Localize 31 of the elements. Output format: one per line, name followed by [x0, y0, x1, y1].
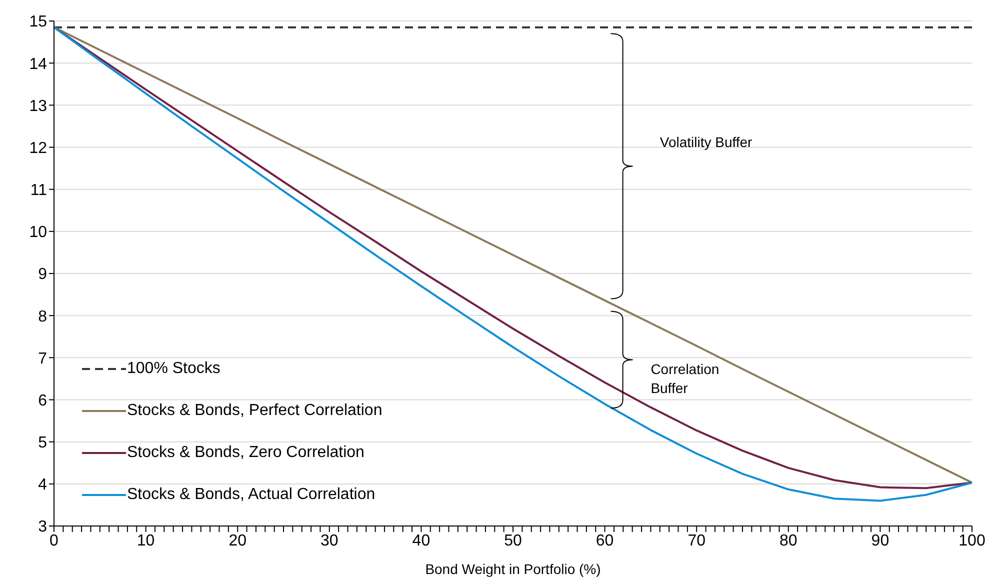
annotation: Correlation Buffer — [650, 360, 720, 398]
y-tick-label: 4 — [38, 476, 48, 494]
x-tick-label: 80 — [780, 532, 798, 550]
x-tick-label: 50 — [504, 532, 522, 550]
y-tick-label: 10 — [29, 224, 48, 242]
y-tick-label: 15 — [29, 14, 48, 31]
y-tick-label: 5 — [38, 434, 48, 452]
y-tick-label: 14 — [29, 56, 48, 73]
x-tick-label: 60 — [596, 532, 614, 550]
x-axis-title: Bond Weight in Portfolio (%) — [425, 561, 601, 577]
y-tick-label: 7 — [38, 350, 48, 368]
legend-label: 100% Stocks — [127, 360, 220, 378]
y-tick-label: 3 — [38, 518, 48, 536]
x-tick-label: 20 — [228, 532, 247, 550]
y-tick-label: 6 — [38, 392, 48, 410]
y-tick-label: 13 — [29, 98, 48, 115]
legend-label: Stocks & Bonds, Perfect Correlation — [127, 402, 382, 420]
y-tick-label: 11 — [30, 182, 48, 200]
legend-label: Stocks & Bonds, Zero Correlation — [127, 444, 364, 462]
x-tick-label: 40 — [412, 532, 430, 550]
x-tick-label: 0 — [50, 532, 59, 550]
legend-label: Stocks & Bonds, Actual Correlation — [127, 486, 376, 504]
x-tick-label: 70 — [688, 532, 706, 550]
y-tick-label: 9 — [38, 266, 48, 284]
y-tick-label: 12 — [29, 140, 48, 157]
y-tick-label: 8 — [38, 308, 48, 326]
annotation: Volatility Buffer — [660, 133, 754, 152]
x-tick-label: 90 — [871, 532, 890, 550]
x-tick-label: 10 — [136, 532, 155, 550]
x-tick-label: 30 — [320, 532, 338, 550]
x-tick-label: 100 — [958, 532, 986, 550]
